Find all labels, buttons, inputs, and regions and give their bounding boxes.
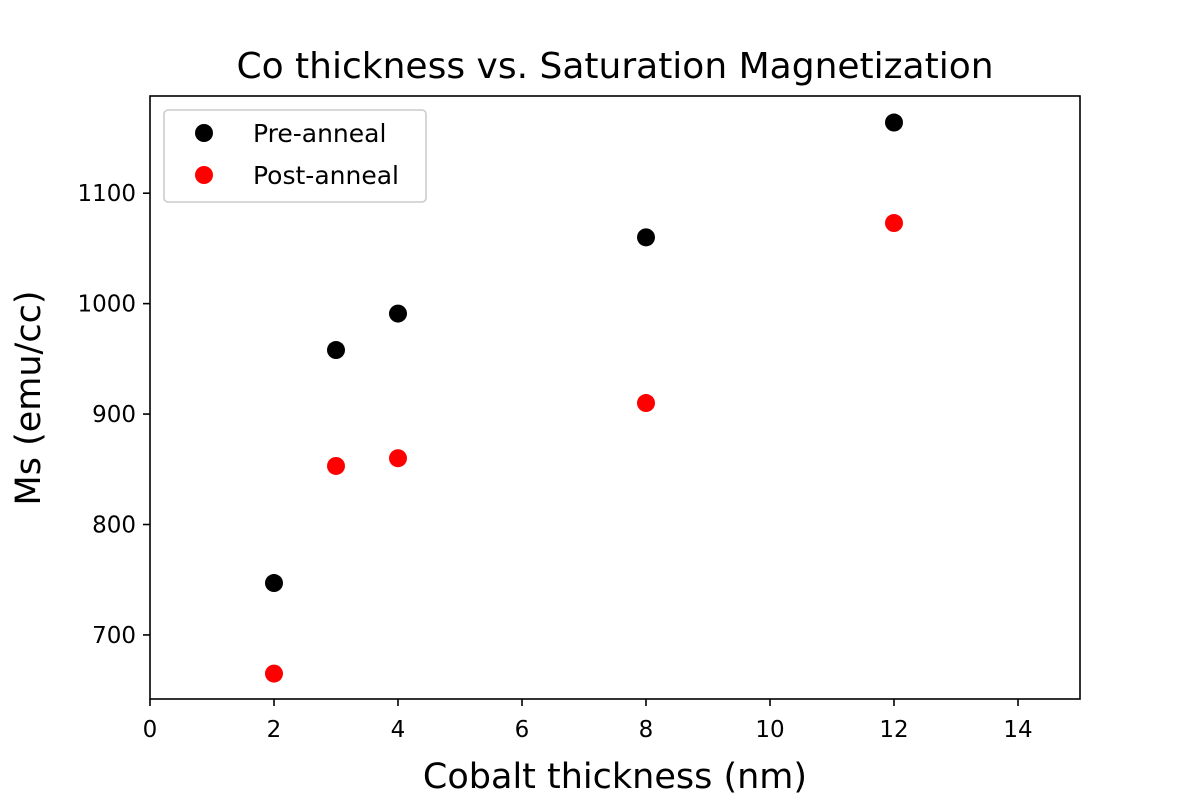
data-point-pre-anneal xyxy=(327,341,345,360)
y-axis-label: Ms (emu/cc) xyxy=(9,291,49,506)
y-tick-label: 1000 xyxy=(77,292,136,318)
data-point-post-anneal xyxy=(637,394,655,413)
x-tick-label: 4 xyxy=(391,717,406,743)
chart-title: Co thickness vs. Saturation Magnetizatio… xyxy=(236,46,993,87)
data-points xyxy=(265,113,903,683)
data-point-pre-anneal xyxy=(389,304,407,323)
x-tick-label: 14 xyxy=(1003,717,1032,743)
y-tick-label: 900 xyxy=(92,402,136,428)
x-axis-label: Cobalt thickness (nm) xyxy=(423,757,807,797)
legend-label-pre-anneal: Pre-anneal xyxy=(253,119,386,148)
x-tick-label: 10 xyxy=(755,717,784,743)
legend-marker-post-anneal xyxy=(195,166,213,184)
y-tick-label: 800 xyxy=(92,513,136,539)
y-tick-label: 1100 xyxy=(77,181,136,207)
legend-label-post-anneal: Post-anneal xyxy=(253,161,399,190)
x-tick-label: 8 xyxy=(639,717,654,743)
data-point-pre-anneal xyxy=(885,113,903,132)
data-point-post-anneal xyxy=(265,664,283,683)
x-tick-label: 0 xyxy=(143,717,158,743)
x-tick-label: 12 xyxy=(879,717,908,743)
y-tick-label: 700 xyxy=(92,623,136,649)
legend-box xyxy=(163,109,427,203)
data-point-pre-anneal xyxy=(265,574,283,593)
y-axis: 700 800 900 1000 1100 xyxy=(77,181,150,649)
data-point-post-anneal xyxy=(389,449,407,468)
plot-area-frame xyxy=(149,95,1081,700)
data-point-pre-anneal xyxy=(637,228,655,247)
legend-marker-pre-anneal xyxy=(195,124,213,142)
x-tick-label: 2 xyxy=(267,717,282,743)
x-axis: 0 2 4 6 8 10 12 14 xyxy=(143,699,1033,743)
data-point-post-anneal xyxy=(327,456,345,475)
data-point-post-anneal xyxy=(885,214,903,233)
x-tick-label: 6 xyxy=(515,717,530,743)
legend: Pre-anneal Post-anneal xyxy=(163,109,427,203)
